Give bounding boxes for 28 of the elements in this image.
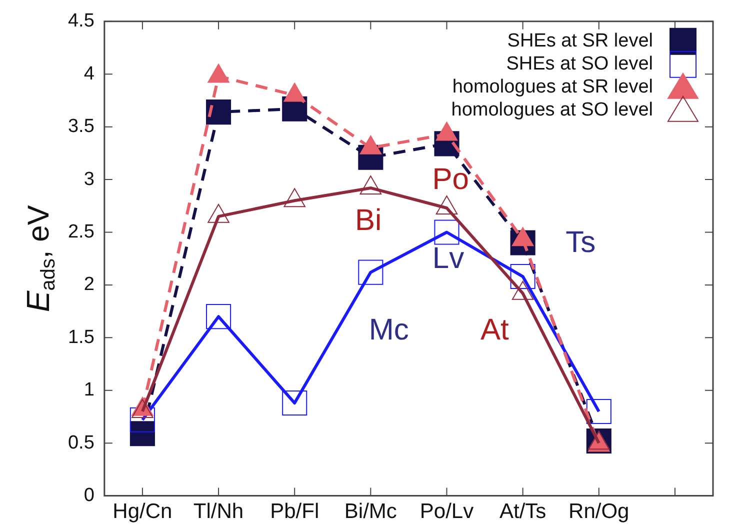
x-tick-label: At/Ts [499,500,546,524]
x-tick-label: Hg/Cn [112,500,172,524]
y-tick-label: 1 [84,380,94,401]
x-tick-label: Pb/Fl [270,500,320,524]
x-tick-label: Rn/Og [568,500,630,524]
annotation: At [480,314,510,347]
annotation: Lv [432,242,464,275]
x-tick-label: Po/Lv [420,500,474,524]
y-tick-label: 1.5 [68,326,94,348]
y-tick-label: 3.5 [68,116,94,138]
y-tick-label: 0.5 [68,432,94,454]
legend-label: SHEs at SO level [506,54,653,75]
y-tick-label: 0 [84,485,94,506]
legend-label: homologues at SR level [452,76,653,98]
y-tick-label: 2 [84,274,94,296]
annotation: Po [432,162,469,196]
y-tick-label: 3 [84,168,94,190]
x-tick-label: Bi/Mc [344,500,397,524]
annotation: Bi [355,204,382,237]
legend-label: homologues at SO level [451,100,653,121]
x-tick-label: Tl/Nh [193,500,244,524]
legend-label: SHEs at SR level [507,30,653,52]
y-tick-label: 2.5 [68,221,94,242]
annotation: Mc [368,314,409,347]
y-tick-label: 4.5 [68,10,94,32]
y-axis-title: Eads, eV [20,205,60,312]
annotation: Ts [566,226,596,260]
y-tick-label: 4 [84,63,95,84]
